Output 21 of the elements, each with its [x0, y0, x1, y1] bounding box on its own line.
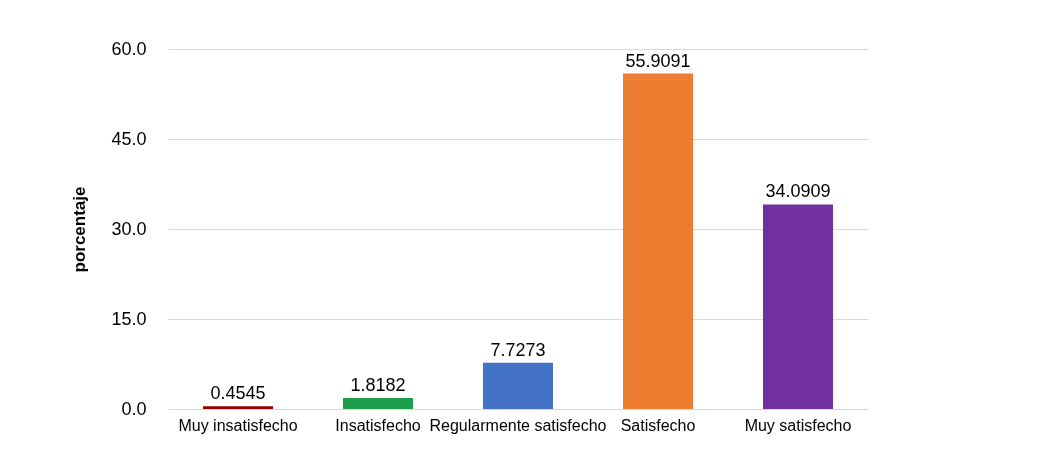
data-label: 0.4545	[210, 383, 266, 404]
y-tick-label: 60.0	[111, 38, 147, 59]
x-tick-label: Regularmente satisfecho	[429, 416, 607, 434]
y-tick-label: 0.0	[121, 398, 147, 419]
x-tick-label: Insatisfecho	[335, 416, 421, 434]
x-tick-label: Muy satisfecho	[744, 416, 852, 434]
bar	[763, 204, 833, 409]
x-tick-label: Satisfecho	[620, 416, 696, 434]
x-tick-label: Muy insatisfecho	[178, 416, 298, 434]
bar	[483, 362, 553, 409]
bar	[203, 406, 273, 409]
y-tick-label: 45.0	[111, 128, 147, 149]
y-tick-label: 30.0	[111, 218, 147, 239]
bar	[343, 398, 413, 409]
bar	[623, 73, 693, 409]
data-label: 34.0909	[765, 181, 831, 202]
y-axis-title: porcentaje	[70, 186, 90, 273]
data-label: 7.7273	[490, 339, 546, 360]
y-tick-label: 15.0	[111, 308, 147, 329]
data-label: 55.9091	[625, 50, 691, 71]
data-label: 1.8182	[350, 375, 406, 396]
